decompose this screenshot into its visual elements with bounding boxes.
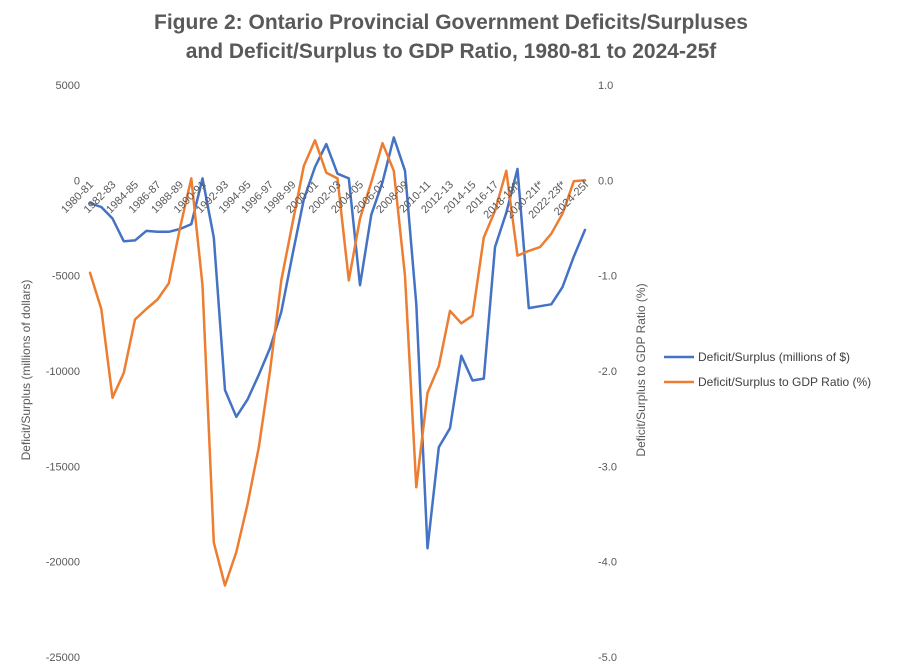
y-left-tick-label: -15000 [46, 461, 80, 473]
legend-label-deficit: Deficit/Surplus (millions of $) [698, 350, 850, 364]
y-left-tick-label: -10000 [46, 366, 80, 378]
y-axis-right-title: Deficit/Surplus to GDP Ratio (%) [634, 283, 648, 456]
y-left-tick-label: 5000 [56, 80, 80, 92]
y-right-tick-label: -4.0 [598, 557, 617, 569]
series-line-ratio [88, 139, 587, 587]
y-left-tick-label: -5000 [52, 271, 80, 283]
y-right-tick-label: -3.0 [598, 461, 617, 473]
chart-title-line-2: and Deficit/Surplus to GDP Ratio, 1980-8… [185, 40, 717, 63]
y-left-tick-label: -20000 [46, 557, 80, 569]
x-axis-tick-labels: 1980-811982-831984-851986-871988-891990-… [59, 178, 592, 221]
left-axis-ticks: 5000 0 -5000 -10000 -15000 -20000 -25000 [46, 80, 80, 664]
series-line-deficit [88, 136, 587, 550]
y-left-tick-label: -25000 [46, 652, 80, 664]
legend-label-ratio: Deficit/Surplus to GDP Ratio (%) [698, 375, 871, 389]
y-right-tick-label: 0.0 [598, 175, 613, 187]
y-left-tick-label: 0 [74, 175, 80, 187]
y-right-tick-label: -5.0 [598, 652, 617, 664]
y-axis-left-title: Deficit/Surplus (millions of dollars) [19, 280, 33, 461]
legend: Deficit/Surplus (millions of $) Deficit/… [664, 350, 871, 389]
right-axis-ticks: 1.0 0.0 -1.0 -2.0 -3.0 -4.0 -5.0 [598, 80, 617, 664]
y-right-tick-label: -2.0 [598, 366, 617, 378]
series-lines [88, 136, 587, 587]
y-right-tick-label: -1.0 [598, 271, 617, 283]
y-right-tick-label: 1.0 [598, 80, 613, 92]
chart-title: Figure 2: Ontario Provincial Government … [0, 8, 902, 66]
chart-title-line-1: Figure 2: Ontario Provincial Government … [154, 11, 748, 34]
